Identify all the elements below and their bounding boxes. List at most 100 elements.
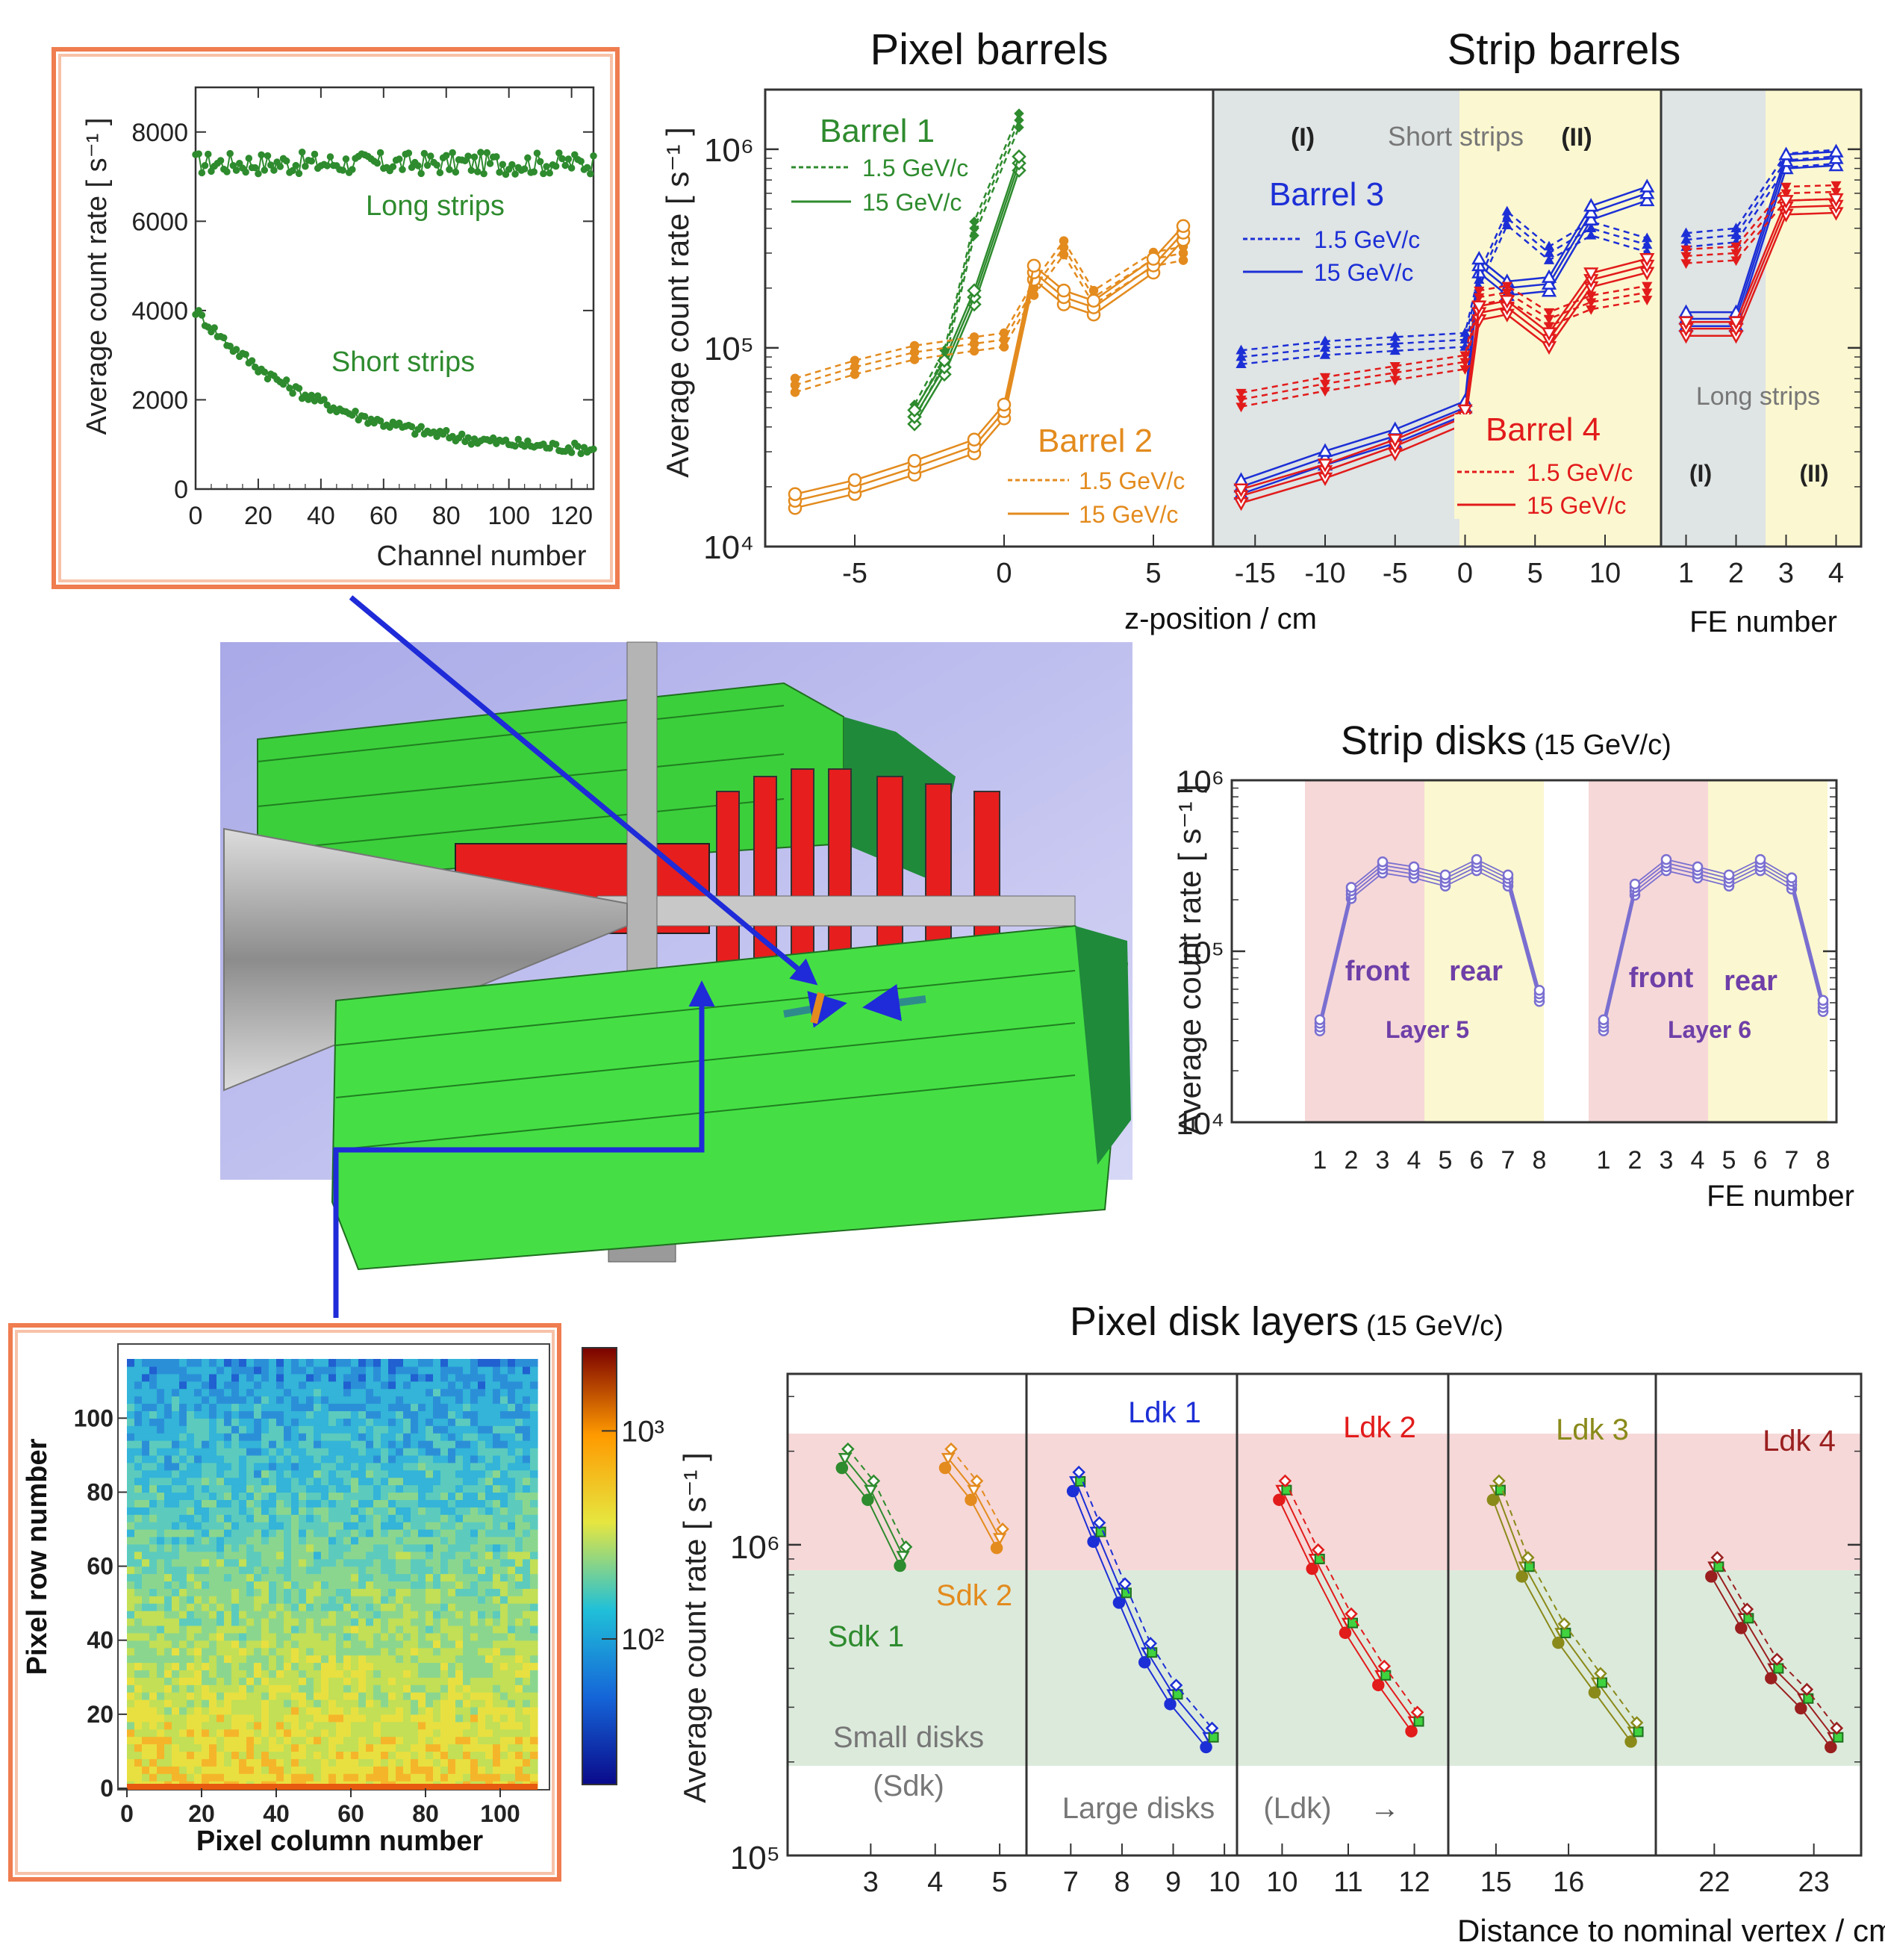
hitmap-cell bbox=[231, 1566, 240, 1575]
hitmap-cell bbox=[470, 1743, 479, 1752]
hitmap-cell bbox=[366, 1751, 374, 1759]
hitmap-cell bbox=[246, 1588, 255, 1596]
hitmap-cell bbox=[269, 1396, 277, 1404]
hitmap-cell bbox=[134, 1588, 143, 1596]
hitmap-cell bbox=[254, 1684, 262, 1693]
hitmap-cell bbox=[523, 1573, 531, 1582]
hitmap-cell bbox=[411, 1529, 419, 1537]
hitmap-cell bbox=[440, 1551, 449, 1560]
hitmap-cell bbox=[478, 1751, 486, 1759]
hitmap-cell bbox=[336, 1662, 344, 1670]
hitmap-cell bbox=[142, 1381, 150, 1390]
hitmap-cell bbox=[291, 1462, 299, 1471]
hitmap-cell bbox=[530, 1611, 538, 1619]
hitmap-cell bbox=[164, 1758, 172, 1767]
hitmap-cell bbox=[164, 1507, 172, 1515]
hitmap-cell bbox=[388, 1766, 396, 1774]
channel-point bbox=[349, 166, 356, 173]
hitmap-cell bbox=[224, 1359, 232, 1367]
hitmap-cell bbox=[411, 1766, 419, 1774]
hitmap-cell bbox=[530, 1447, 538, 1456]
hitmap-cell bbox=[269, 1403, 277, 1411]
hitmap-cell bbox=[366, 1743, 374, 1752]
hitmap-cell bbox=[187, 1381, 195, 1390]
hitmap-cell bbox=[328, 1625, 337, 1634]
hitmap-cell bbox=[351, 1373, 359, 1382]
pixdisk-point bbox=[899, 1540, 913, 1554]
pixdisk-point bbox=[1339, 1626, 1352, 1640]
hitmap-cell bbox=[209, 1596, 217, 1604]
hitmap-cell bbox=[299, 1447, 307, 1456]
pixbar-point bbox=[850, 355, 860, 366]
hitmap-cell bbox=[523, 1499, 531, 1508]
hitmap-cell bbox=[411, 1647, 419, 1656]
hitmap-cell bbox=[336, 1751, 344, 1759]
hitmap-cell bbox=[343, 1632, 352, 1641]
hitmap-cell bbox=[493, 1418, 501, 1426]
hitmap-cell bbox=[172, 1677, 180, 1685]
hitmap-cell bbox=[194, 1743, 202, 1752]
pixdisk-point bbox=[1825, 1740, 1837, 1754]
hitmap-cell bbox=[306, 1396, 314, 1404]
hitmap-cell bbox=[381, 1359, 389, 1367]
hitmap-cell bbox=[403, 1581, 411, 1589]
hitmap-cell bbox=[187, 1396, 195, 1404]
hitmap-cell bbox=[216, 1729, 225, 1737]
hitmap-cell bbox=[194, 1596, 202, 1604]
hitmap-cell bbox=[127, 1662, 135, 1670]
hitmap-cell bbox=[276, 1499, 284, 1508]
hitmap-cell bbox=[426, 1706, 434, 1715]
hitmap-cell bbox=[231, 1588, 240, 1596]
hitmap-cell bbox=[306, 1536, 314, 1545]
hitmap-cell bbox=[433, 1684, 441, 1693]
hitmap-cell bbox=[284, 1632, 292, 1641]
hitmap-cell bbox=[164, 1418, 172, 1426]
hitmap-cell bbox=[246, 1729, 255, 1737]
hitmap-cell bbox=[246, 1536, 255, 1545]
hitmap-cell bbox=[239, 1729, 247, 1737]
hitmap-cell bbox=[231, 1373, 240, 1382]
hitmap-cell bbox=[149, 1736, 158, 1745]
layer6-label: Layer 6 bbox=[1668, 1016, 1751, 1043]
hitmap-cell bbox=[403, 1743, 411, 1752]
hitmap-cell bbox=[418, 1507, 426, 1515]
hitmap-cell bbox=[500, 1706, 508, 1715]
hitmap-cell bbox=[508, 1425, 516, 1434]
hitmap-cell bbox=[433, 1514, 441, 1522]
hitmap-cell bbox=[328, 1692, 337, 1700]
hitmap-cell bbox=[231, 1581, 240, 1589]
hitmap-cell bbox=[373, 1596, 381, 1604]
hitmap-cell bbox=[366, 1499, 374, 1508]
hitmap-cell bbox=[231, 1625, 240, 1634]
hitmap-cell bbox=[254, 1499, 262, 1508]
hitmap-cell bbox=[328, 1662, 337, 1670]
hitmap-cell bbox=[515, 1611, 523, 1619]
hitmap-cell bbox=[411, 1551, 419, 1560]
hitmap-cell bbox=[411, 1462, 419, 1471]
hitmap-cell bbox=[284, 1514, 292, 1522]
hitmap-cell bbox=[351, 1603, 359, 1611]
hitmap-cell bbox=[530, 1484, 538, 1493]
stripbar-point bbox=[1319, 342, 1331, 352]
hitmap-cell bbox=[515, 1670, 523, 1678]
hitmap-cell bbox=[299, 1433, 307, 1441]
hitmap-cell bbox=[403, 1773, 411, 1782]
hitmap-cell bbox=[254, 1692, 262, 1700]
hitmap-cell bbox=[523, 1396, 531, 1404]
hitmap-cell bbox=[276, 1440, 284, 1449]
channel-x-tick-label: 0 bbox=[189, 502, 203, 530]
hitmap-cell bbox=[381, 1462, 389, 1471]
hitmap-cell bbox=[448, 1721, 456, 1730]
hitmap-cell bbox=[500, 1766, 508, 1774]
hitmap-cell bbox=[366, 1611, 374, 1619]
hitmap-cell bbox=[239, 1507, 247, 1515]
hitmap-cell bbox=[418, 1596, 426, 1604]
hitmap-cell bbox=[231, 1492, 240, 1500]
hitmap-cell bbox=[202, 1751, 210, 1759]
hitmap-cell bbox=[351, 1396, 359, 1404]
hitmap-cell bbox=[306, 1625, 314, 1634]
hitmap-cell bbox=[411, 1543, 419, 1552]
hitmap-cell bbox=[403, 1440, 411, 1449]
hitmap-cell bbox=[194, 1440, 202, 1449]
hitmap-cell bbox=[523, 1640, 531, 1649]
